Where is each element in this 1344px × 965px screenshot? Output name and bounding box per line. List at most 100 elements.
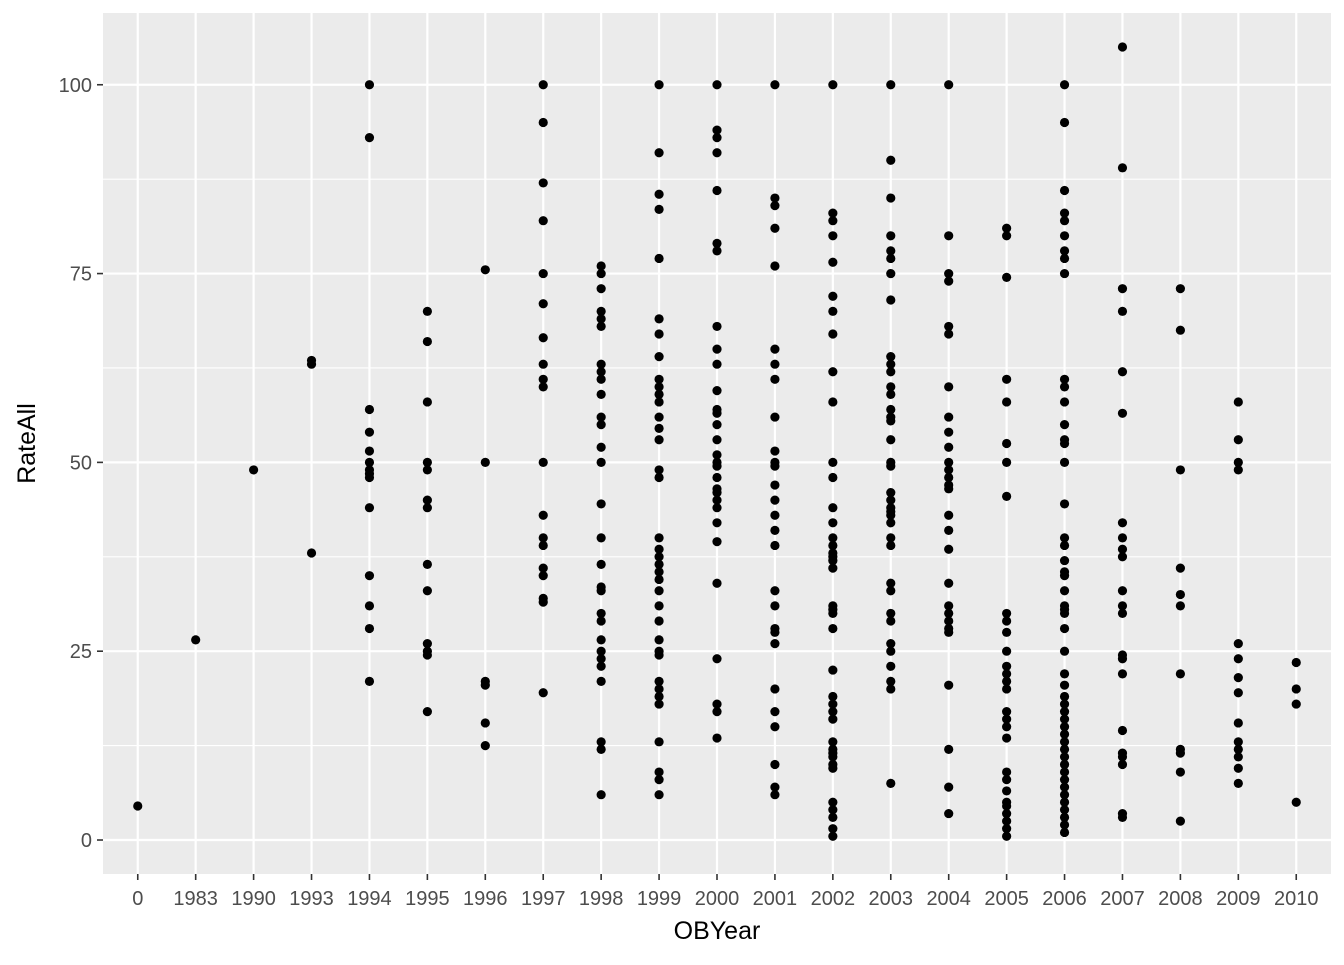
x-tick-label: 2001 <box>753 888 798 910</box>
data-point <box>364 427 375 437</box>
data-point <box>886 268 896 279</box>
y-tick-label: 100 <box>59 75 92 97</box>
data-point <box>1233 397 1243 407</box>
data-point <box>654 650 664 660</box>
data-point <box>712 420 722 430</box>
x-tick-label: 2005 <box>984 888 1029 910</box>
data-point <box>944 744 954 754</box>
y-tick-label: 75 <box>70 264 92 286</box>
data-point <box>944 276 954 286</box>
x-tick-label: 2003 <box>869 888 914 910</box>
data-point <box>1059 805 1070 815</box>
data-point <box>712 537 722 547</box>
data-point <box>770 80 780 90</box>
data-point <box>538 540 548 551</box>
data-point <box>886 676 896 687</box>
data-point <box>770 446 780 456</box>
data-point <box>1059 586 1070 596</box>
data-point <box>422 495 432 505</box>
data-point <box>886 231 896 241</box>
x-tick-label: 2010 <box>1274 888 1319 910</box>
data-point <box>770 223 780 233</box>
data-point <box>1233 639 1243 649</box>
data-point <box>886 487 896 498</box>
data-point <box>1059 774 1070 785</box>
y-tick-label: 25 <box>70 641 92 663</box>
data-point <box>770 684 780 694</box>
data-point <box>422 586 432 596</box>
x-tick-label: 2002 <box>811 888 856 910</box>
data-point <box>480 680 490 690</box>
data-point <box>828 208 838 218</box>
data-point <box>249 465 259 475</box>
data-point <box>596 442 606 452</box>
data-point <box>654 574 664 585</box>
data-point <box>1059 499 1070 509</box>
data-point <box>828 257 838 267</box>
data-point <box>1002 801 1012 811</box>
x-tick-label: 2006 <box>1042 888 1087 910</box>
data-point <box>1059 608 1070 619</box>
data-point <box>712 344 722 354</box>
data-point <box>538 510 548 520</box>
data-point <box>828 699 838 709</box>
data-point <box>944 472 954 483</box>
data-point <box>364 601 375 611</box>
data-point <box>828 367 838 377</box>
data-point <box>1059 374 1070 384</box>
data-point <box>770 359 780 369</box>
data-point <box>654 253 664 264</box>
data-point <box>770 480 780 490</box>
data-point <box>596 367 606 377</box>
data-point <box>1059 397 1070 407</box>
data-point <box>1059 722 1070 732</box>
data-point <box>770 374 780 384</box>
data-point <box>886 661 896 671</box>
x-tick-label: 2000 <box>695 888 740 910</box>
data-point <box>1233 744 1243 754</box>
data-point <box>770 627 780 637</box>
data-point <box>828 714 838 724</box>
data-point <box>828 737 838 747</box>
data-point <box>1059 540 1070 551</box>
data-point <box>828 533 838 543</box>
data-point <box>886 80 896 90</box>
data-point <box>1059 438 1070 449</box>
data-point <box>828 291 838 301</box>
data-point <box>1002 231 1012 241</box>
data-point <box>1233 718 1243 728</box>
data-point <box>1233 763 1243 773</box>
data-point <box>538 688 548 698</box>
data-point <box>828 831 838 841</box>
x-tick-label: 2004 <box>926 888 971 910</box>
data-point <box>654 397 664 407</box>
data-point <box>1002 831 1012 841</box>
data-point <box>1002 627 1012 637</box>
x-tick-label: 1997 <box>521 888 566 910</box>
data-point <box>770 525 780 535</box>
data-point <box>1233 673 1243 683</box>
data-point <box>538 333 548 343</box>
data-point <box>1175 589 1185 600</box>
data-point <box>828 824 838 834</box>
data-point <box>944 680 954 690</box>
data-point <box>1117 367 1128 377</box>
data-point <box>596 744 606 754</box>
data-point <box>712 133 722 143</box>
data-point <box>828 231 838 241</box>
data-point <box>596 654 606 664</box>
data-point <box>422 503 432 513</box>
data-points <box>133 42 1301 841</box>
data-point <box>1059 571 1070 581</box>
data-point <box>944 608 954 619</box>
data-point <box>1117 812 1128 822</box>
data-point <box>1117 654 1128 664</box>
data-point <box>886 193 896 203</box>
data-point <box>1059 752 1070 762</box>
data-point <box>944 510 954 520</box>
data-point <box>770 200 780 211</box>
data-point <box>886 253 896 264</box>
data-point <box>1233 654 1243 664</box>
data-point <box>1002 808 1012 819</box>
data-point <box>596 586 606 596</box>
